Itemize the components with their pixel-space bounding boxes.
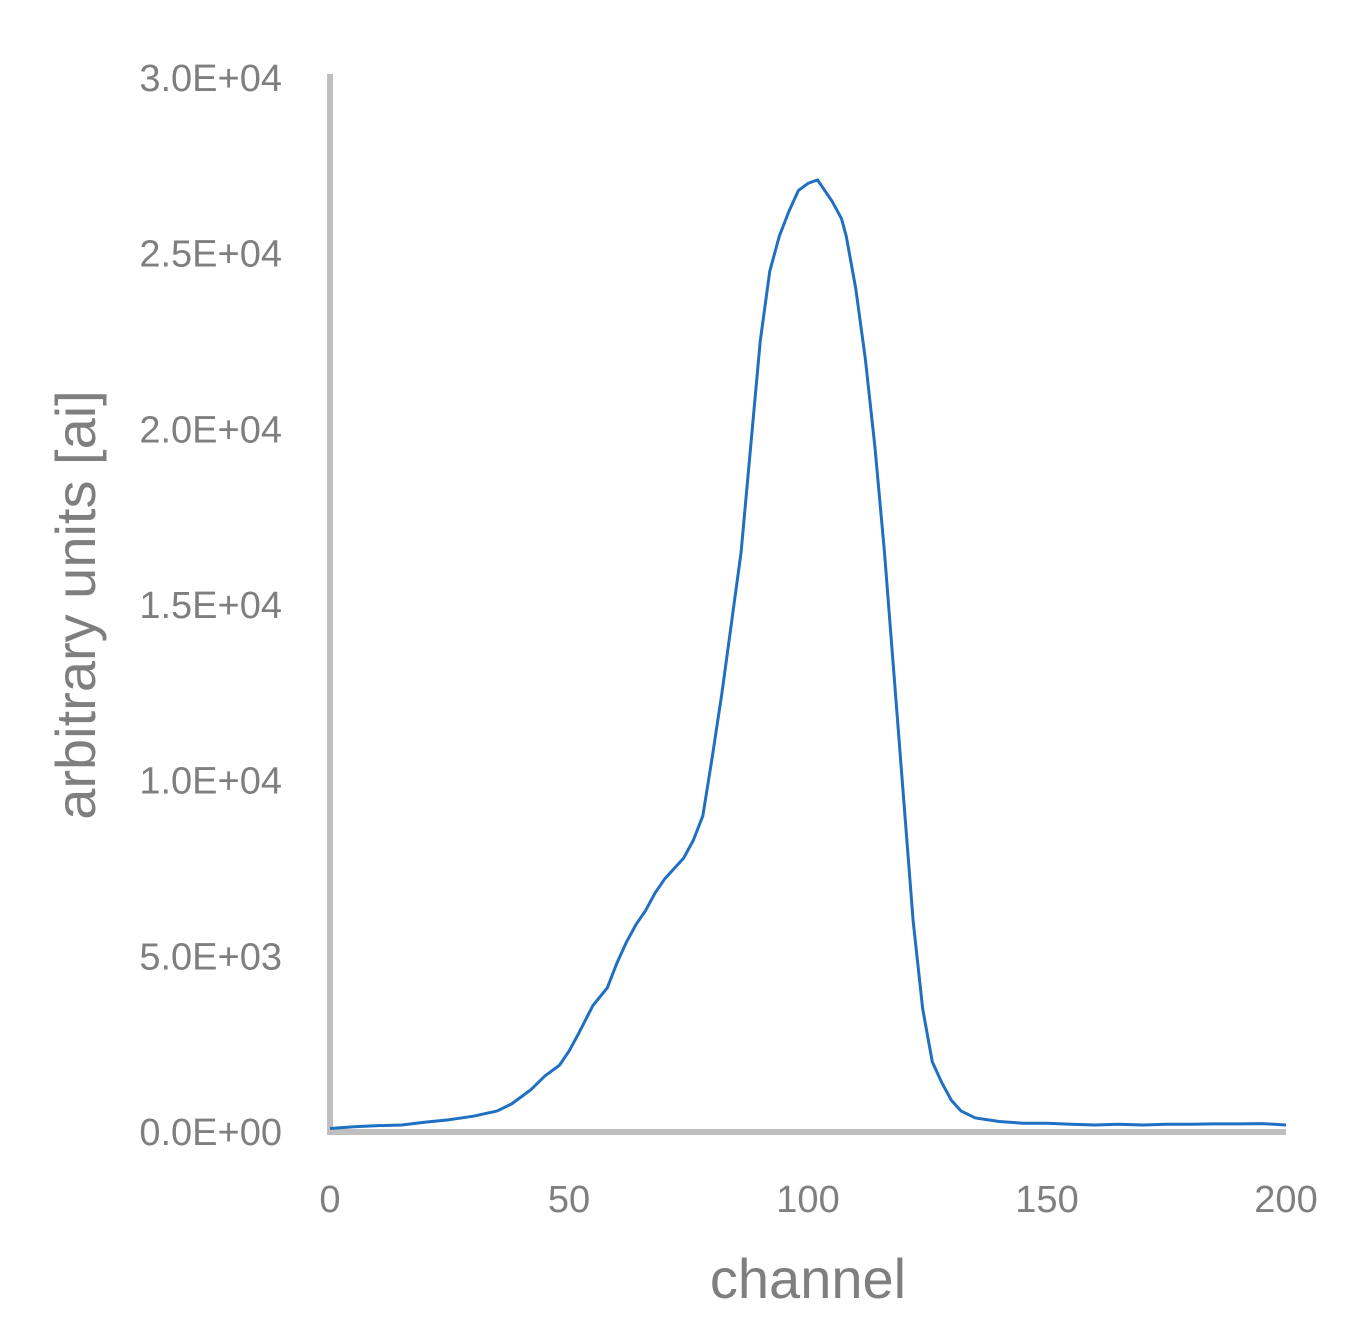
y-tick-label: 5.0E+03 xyxy=(139,936,282,978)
x-tick-label: 200 xyxy=(1254,1179,1317,1221)
y-tick-label: 1.5E+04 xyxy=(139,585,282,627)
y-tick-label: 1.0E+04 xyxy=(139,761,282,803)
x-tick-label: 0 xyxy=(319,1179,340,1221)
y-tick-label: 3.0E+04 xyxy=(139,58,282,100)
y-tick-label: 0.0E+00 xyxy=(139,1112,282,1154)
x-tick-labels: 0 50 100 150 200 xyxy=(319,1179,1317,1221)
y-tick-labels: 0.0E+00 5.0E+03 1.0E+04 1.5E+04 2.0E+04 2.5E+… xyxy=(139,58,282,1154)
y-axis-title: arbitrary units [ai] xyxy=(44,390,107,820)
series-line xyxy=(329,178,1287,1130)
y-tick-label: 2.0E+04 xyxy=(139,409,282,451)
y-tick-label: 2.5E+04 xyxy=(139,234,282,276)
x-axis-title: channel xyxy=(710,1247,906,1310)
x-tick-label: 100 xyxy=(776,1179,839,1221)
series-layer xyxy=(329,178,1287,1130)
x-tick-label: 150 xyxy=(1015,1179,1078,1221)
x-tick-label: 50 xyxy=(548,1179,590,1221)
